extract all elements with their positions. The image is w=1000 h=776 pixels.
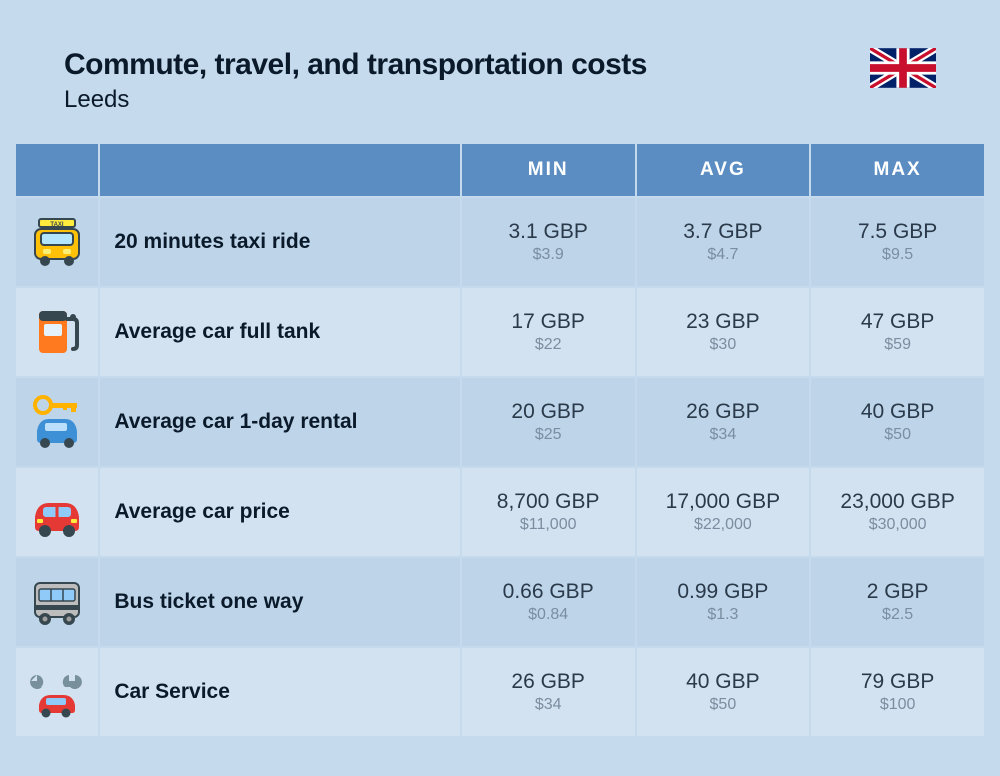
value-primary: 7.5 GBP — [811, 220, 984, 244]
column-header-avg: AVG — [637, 144, 810, 196]
table-header-row: MIN AVG MAX — [16, 144, 984, 196]
value-primary: 23,000 GBP — [811, 490, 984, 514]
value-primary: 47 GBP — [811, 310, 984, 334]
uk-flag-icon — [870, 48, 936, 88]
value-secondary: $30 — [637, 336, 810, 354]
value-primary: 20 GBP — [462, 400, 635, 424]
value-primary: 2 GBP — [811, 580, 984, 604]
value-cell-max: 79 GBP $100 — [811, 648, 984, 736]
bus-icon — [16, 558, 98, 646]
pump-icon — [16, 288, 98, 376]
value-secondary: $22,000 — [637, 516, 810, 534]
column-header-min: MIN — [462, 144, 635, 196]
value-secondary: $34 — [462, 696, 635, 714]
row-label: Bus ticket one way — [100, 558, 459, 646]
value-cell-avg: 40 GBP $50 — [637, 648, 810, 736]
value-cell-min: 17 GBP $22 — [462, 288, 635, 376]
table-row: Average car price8,700 GBP $11,00017,000 … — [16, 468, 984, 556]
costs-table: MIN AVG MAX 20 minutes taxi ride3.1 GBP$… — [0, 142, 1000, 738]
value-secondary: $4.7 — [637, 246, 810, 264]
value-secondary: $0.84 — [462, 606, 635, 624]
car-icon — [16, 468, 98, 556]
value-cell-min: 8,700 GBP $11,000 — [462, 468, 635, 556]
column-header-max: MAX — [811, 144, 984, 196]
value-cell-max: 2 GBP $2.5 — [811, 558, 984, 646]
value-cell-max: 47 GBP $59 — [811, 288, 984, 376]
value-cell-avg: 17,000 GBP $22,000 — [637, 468, 810, 556]
value-primary: 8,700 GBP — [462, 490, 635, 514]
service-icon — [16, 648, 98, 736]
value-secondary: $22 — [462, 336, 635, 354]
value-secondary: $34 — [637, 426, 810, 444]
value-secondary: $59 — [811, 336, 984, 354]
value-secondary: $11,000 — [462, 516, 635, 534]
table-row: Average car full tank17 GBP $2223 GBP $304… — [16, 288, 984, 376]
value-secondary: $25 — [462, 426, 635, 444]
row-label: 20 minutes taxi ride — [100, 198, 459, 286]
value-primary: 23 GBP — [637, 310, 810, 334]
value-primary: 26 GBP — [462, 670, 635, 694]
value-cell-avg: 0.99 GBP $1.3 — [637, 558, 810, 646]
value-secondary: $100 — [811, 696, 984, 714]
value-cell-avg: 3.7 GBP $4.7 — [637, 198, 810, 286]
value-primary: 40 GBP — [637, 670, 810, 694]
row-label: Average car full tank — [100, 288, 459, 376]
table-row: Average car 1-day rental20 GBP$2526 GBP$… — [16, 378, 984, 466]
value-primary: 0.66 GBP — [462, 580, 635, 604]
value-primary: 17,000 GBP — [637, 490, 810, 514]
value-secondary: $3.9 — [462, 246, 635, 264]
page-header: Commute, travel, and transportation cost… — [0, 0, 1000, 142]
row-label: Average car price — [100, 468, 459, 556]
value-cell-min: 0.66 GBP $0.84 — [462, 558, 635, 646]
value-cell-max: 40 GBP $50 — [811, 378, 984, 466]
value-cell-min: 26 GBP $34 — [462, 648, 635, 736]
page-subtitle: Leeds — [64, 86, 647, 114]
value-primary: 3.7 GBP — [637, 220, 810, 244]
table-row: Bus ticket one way0.66 GBP$0.840.99 GBP$… — [16, 558, 984, 646]
table-row: 20 minutes taxi ride3.1 GBP $3.93.7 GBP $4… — [16, 198, 984, 286]
value-cell-max: 23,000 GBP $30,000 — [811, 468, 984, 556]
value-cell-max: 7.5 GBP $9.5 — [811, 198, 984, 286]
value-primary: 17 GBP — [462, 310, 635, 334]
value-cell-avg: 26 GBP $34 — [637, 378, 810, 466]
value-primary: 40 GBP — [811, 400, 984, 424]
value-secondary: $50 — [637, 696, 810, 714]
value-primary: 79 GBP — [811, 670, 984, 694]
value-secondary: $50 — [811, 426, 984, 444]
value-cell-avg: 23 GBP $30 — [637, 288, 810, 376]
value-secondary: $2.5 — [811, 606, 984, 624]
row-label: Car Service — [100, 648, 459, 736]
value-cell-min: 3.1 GBP $3.9 — [462, 198, 635, 286]
table-row: Car Service26 GBP $3440 GBP $5079 GBP $100 — [16, 648, 984, 736]
rental-icon — [16, 378, 98, 466]
value-primary: 26 GBP — [637, 400, 810, 424]
page-title: Commute, travel, and transportation cost… — [64, 48, 647, 82]
value-primary: 3.1 GBP — [462, 220, 635, 244]
value-primary: 0.99 GBP — [637, 580, 810, 604]
taxi-icon — [16, 198, 98, 286]
value-secondary: $30,000 — [811, 516, 984, 534]
value-cell-min: 20 GBP $25 — [462, 378, 635, 466]
row-label: Average car 1-day rental — [100, 378, 459, 466]
value-secondary: $1.3 — [637, 606, 810, 624]
value-secondary: $9.5 — [811, 246, 984, 264]
